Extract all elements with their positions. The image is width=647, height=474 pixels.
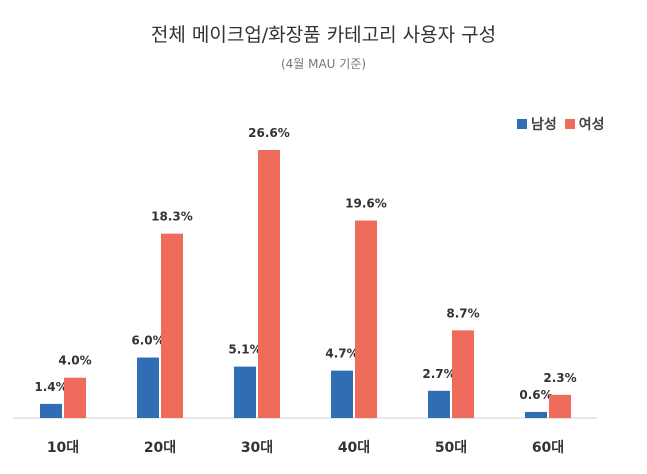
x-tick-label-3: 40대 [338, 440, 370, 456]
data-label-female-1: 18.3% [151, 210, 193, 224]
data-label-female-4: 8.7% [446, 306, 479, 320]
data-label-male-0: 1.4% [34, 380, 67, 394]
bar-male-3 [331, 370, 353, 418]
legend-item-female: 여성 [564, 114, 605, 134]
data-label-female-3: 19.6% [345, 197, 387, 211]
legend: 남성 여성 [517, 114, 613, 134]
x-tick-label-1: 20대 [144, 440, 176, 456]
data-label-male-4: 2.7% [422, 367, 455, 381]
bar-male-0 [40, 403, 62, 418]
bar-female-0 [64, 377, 86, 418]
bar-female-5 [549, 394, 571, 418]
data-label-male-3: 4.7% [325, 347, 358, 361]
bar-male-5 [525, 411, 547, 418]
x-tick-label-2: 30대 [241, 440, 273, 456]
legend-swatch-male [517, 119, 527, 129]
data-label-female-0: 4.0% [58, 354, 91, 368]
bar-female-2 [258, 150, 280, 418]
data-label-male-1: 6.0% [131, 334, 164, 348]
x-tick-label-5: 60대 [532, 440, 564, 456]
data-label-male-2: 5.1% [228, 343, 261, 357]
bar-male-1 [137, 357, 159, 418]
chart-subtitle: (4월 MAU 기준) [280, 57, 367, 71]
bar-female-1 [161, 233, 183, 418]
bar-female-3 [355, 220, 377, 418]
legend-label-male: 남성 [531, 117, 557, 133]
bar-male-4 [428, 390, 450, 418]
data-label-female-5: 2.3% [543, 371, 576, 385]
x-tick-label-4: 50대 [435, 440, 467, 456]
bar-male-2 [234, 366, 256, 418]
x-tick-label-0: 10대 [47, 440, 79, 456]
legend-swatch-female [564, 119, 575, 129]
chart-title: 전체 메이크업/화장품 카테고리 사용자 구성 [150, 24, 497, 46]
legend-item-male: 남성 [517, 114, 557, 134]
legend-label-female: 여성 [578, 117, 605, 133]
data-label-male-5: 0.6% [519, 388, 552, 402]
bar-female-4 [452, 330, 474, 418]
data-label-female-2: 26.6% [248, 126, 290, 140]
